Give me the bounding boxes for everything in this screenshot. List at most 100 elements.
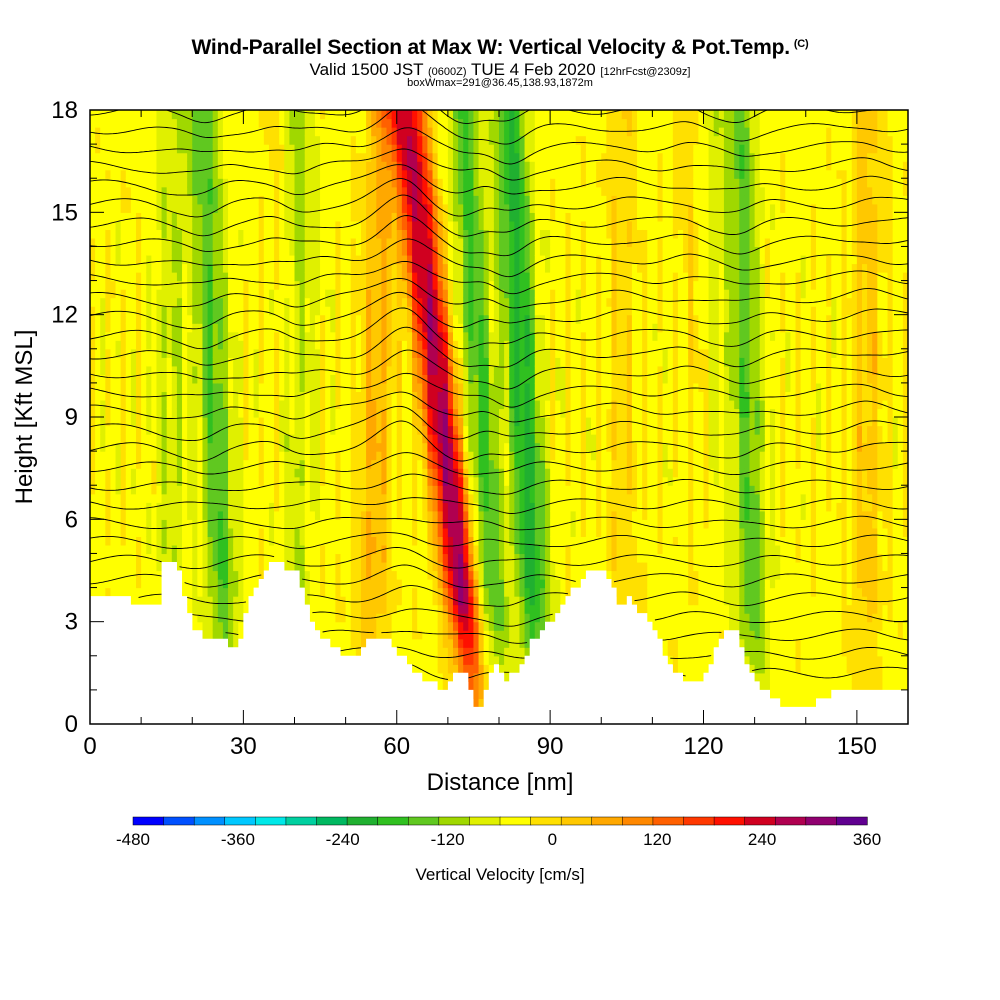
velocity-cell — [253, 374, 260, 384]
velocity-cell — [176, 399, 183, 410]
velocity-cell — [350, 348, 357, 358]
velocity-cell — [268, 127, 275, 137]
velocity-cell — [263, 391, 270, 401]
velocity-cell — [458, 399, 464, 410]
velocity-cell — [279, 519, 285, 529]
velocity-cell — [360, 348, 367, 358]
velocity-cell — [376, 229, 383, 239]
velocity-cell — [309, 340, 316, 350]
velocity-cell — [95, 323, 101, 333]
velocity-cell — [151, 229, 158, 239]
velocity-cell — [268, 297, 275, 307]
velocity-cell — [95, 246, 101, 256]
velocity-cell — [207, 553, 214, 563]
velocity-cell — [299, 272, 306, 282]
velocity-cell — [493, 630, 500, 640]
velocity-cell — [110, 579, 117, 589]
velocity-cell — [391, 306, 398, 316]
velocity-cell — [248, 544, 255, 555]
velocity-cell — [473, 110, 480, 120]
velocity-cell — [386, 417, 393, 427]
velocity-cell — [340, 340, 347, 350]
velocity-cell — [95, 391, 101, 401]
velocity-cell — [452, 502, 459, 512]
velocity-cell — [146, 459, 152, 469]
velocity-cell — [95, 237, 101, 248]
velocity-cell — [197, 161, 204, 171]
velocity-cell — [350, 263, 357, 273]
velocity-cell — [493, 399, 500, 410]
velocity-cell — [335, 169, 342, 179]
velocity-cell — [238, 135, 244, 145]
velocity-cell — [136, 399, 142, 410]
velocity-cell — [499, 664, 505, 674]
velocity-cell — [350, 630, 357, 640]
velocity-cell — [458, 451, 464, 461]
velocity-cell — [166, 408, 173, 418]
velocity-cell — [182, 382, 188, 393]
velocity-cell — [110, 186, 117, 196]
velocity-cell — [355, 621, 362, 631]
velocity-cell — [488, 263, 495, 273]
velocity-cell — [422, 519, 429, 529]
velocity-cell — [340, 144, 347, 154]
velocity-cell — [330, 135, 336, 145]
velocity-cell — [309, 306, 316, 316]
velocity-cell — [115, 553, 122, 563]
velocity-cell — [340, 323, 347, 333]
velocity-cell — [263, 161, 270, 171]
velocity-cell — [202, 220, 209, 230]
velocity-cell — [161, 408, 168, 418]
velocity-cell — [141, 263, 147, 273]
velocity-cell — [452, 297, 459, 307]
velocity-cell — [468, 135, 475, 145]
velocity-cell — [340, 570, 347, 580]
velocity-cell — [406, 254, 413, 265]
velocity-cell — [335, 220, 342, 230]
velocity-cell — [233, 485, 239, 495]
velocity-cell — [95, 135, 101, 145]
velocity-cell — [248, 135, 255, 145]
velocity-cell — [136, 468, 142, 478]
velocity-cell — [314, 169, 321, 179]
velocity-cell — [442, 382, 449, 393]
velocity-cell — [105, 579, 112, 589]
velocity-cell — [202, 451, 209, 461]
velocity-cell — [243, 118, 250, 128]
velocity-cell — [478, 314, 485, 324]
velocity-cell — [320, 246, 326, 256]
velocity-cell — [212, 144, 219, 154]
velocity-cell — [340, 527, 347, 537]
velocity-cell — [304, 229, 311, 239]
velocity-cell — [105, 382, 112, 393]
velocity-cell — [447, 536, 454, 546]
velocity-cell — [309, 553, 316, 563]
velocity-cell — [360, 382, 367, 393]
velocity-cell — [504, 638, 510, 648]
velocity-cell — [228, 604, 234, 614]
velocity-cell — [391, 186, 398, 196]
velocity-cell — [422, 323, 429, 333]
velocity-cell — [274, 493, 280, 503]
velocity-cell — [187, 314, 193, 324]
velocity-cell — [396, 161, 403, 171]
velocity-cell — [366, 544, 372, 555]
velocity-cell — [212, 391, 219, 401]
velocity-cell — [458, 314, 464, 324]
velocity-cell — [376, 382, 383, 393]
velocity-cell — [314, 331, 321, 341]
velocity-cell — [125, 459, 132, 469]
velocity-cell — [432, 246, 439, 256]
velocity-cell — [197, 553, 204, 563]
velocity-cell — [238, 468, 244, 478]
velocity-cell — [391, 638, 398, 648]
velocity-cell — [350, 399, 357, 410]
velocity-cell — [376, 340, 383, 350]
velocity-cell — [171, 135, 178, 145]
velocity-cell — [187, 127, 193, 137]
velocity-cell — [192, 391, 198, 401]
velocity-cell — [330, 570, 336, 580]
velocity-cell — [279, 152, 285, 162]
velocity-cell — [417, 493, 423, 503]
velocity-cell — [340, 510, 347, 520]
